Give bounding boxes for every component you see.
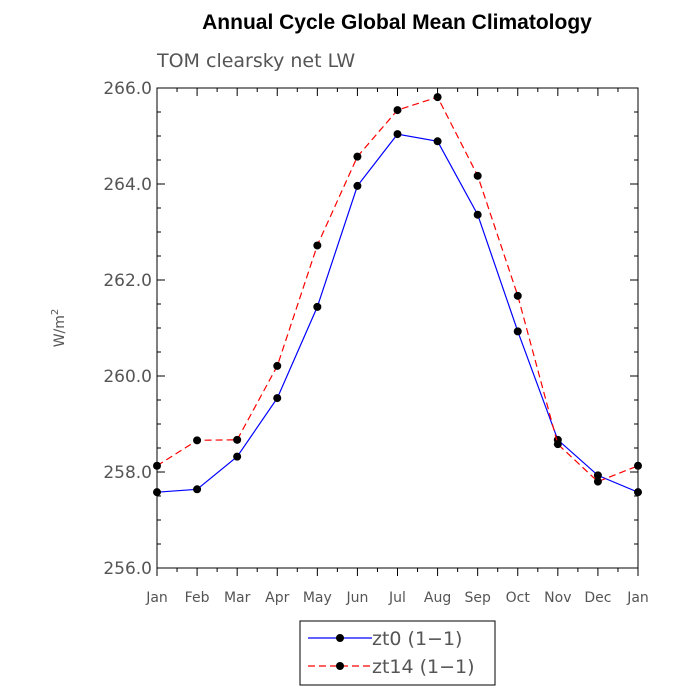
x-tick-label: Sep — [464, 590, 491, 606]
series-line-1 — [156, 96, 639, 483]
legend-marker-0 — [336, 634, 344, 642]
x-tick-label: Feb — [185, 590, 210, 606]
series-0-point — [313, 302, 322, 311]
series-1-point — [233, 435, 242, 444]
series-1-point — [193, 436, 202, 445]
chart-title: Annual Cycle Global Mean Climatology — [202, 11, 592, 34]
series-0-point — [233, 452, 242, 461]
series-1-point — [553, 440, 562, 449]
x-tick-label: Jul — [388, 590, 406, 606]
series-0-point — [393, 130, 402, 139]
series-0-point — [513, 327, 522, 336]
series-0-point — [593, 471, 602, 480]
series-1-point — [593, 477, 602, 486]
x-tick-label: Jan — [145, 590, 168, 606]
y-tick-label: 258.0 — [103, 463, 152, 483]
x-tick-label: Oct — [506, 590, 531, 606]
y-tick-label: 264.0 — [103, 175, 152, 195]
y-tick-label: 262.0 — [103, 271, 152, 291]
legend-label-1: zt14 (1−1) — [372, 656, 475, 678]
legend-label-0: zt0 (1−1) — [372, 628, 462, 650]
svg-text:W/m2: W/m2 — [50, 309, 68, 348]
legend-marker-1 — [336, 662, 344, 670]
series-0-point — [433, 137, 442, 146]
axis-ticks — [156, 87, 639, 576]
y-tick-label: 260.0 — [103, 367, 152, 387]
series-1-point — [313, 241, 322, 250]
series-0-point — [273, 394, 282, 403]
y-tick-label: 256.0 — [103, 559, 152, 579]
series-1-point — [433, 93, 442, 102]
chart-subtitle: TOM clearsky net LW — [156, 50, 355, 72]
series-0-point — [353, 181, 362, 190]
series-0-point — [193, 485, 202, 494]
series-1-point — [393, 106, 402, 115]
x-tick-label: Jan — [626, 590, 649, 606]
x-tick-label: Apr — [265, 590, 289, 606]
x-tick-label: Nov — [544, 590, 571, 606]
legend-box — [299, 620, 496, 686]
series-1-point — [273, 361, 282, 370]
x-tick-label: Aug — [424, 590, 451, 606]
series-0-point — [473, 210, 482, 219]
x-tick-label: Jun — [345, 590, 368, 606]
series-1-point — [353, 152, 362, 161]
series-line-0 — [156, 133, 639, 493]
x-tick-label: May — [303, 590, 332, 606]
y-tick-label: 266.0 — [103, 79, 152, 99]
axis-tick-labels: 256.0 258.0 260.0 262.0 264.0 266.0 Jan Feb Mar A… — [103, 79, 648, 606]
y-axis-label-superscript: 2 — [50, 309, 61, 315]
y-axis-label: W/m2 — [50, 309, 68, 348]
x-tick-label: Mar — [224, 590, 251, 606]
y-axis-label-text: W/m — [52, 315, 68, 347]
chart-series — [153, 93, 642, 497]
legend: zt0 (1−1) zt14 (1−1) — [299, 620, 496, 686]
x-tick-label: Dec — [584, 590, 611, 606]
series-1-point — [513, 291, 522, 300]
series-1-point — [473, 171, 482, 180]
plot-frame — [156, 87, 639, 569]
